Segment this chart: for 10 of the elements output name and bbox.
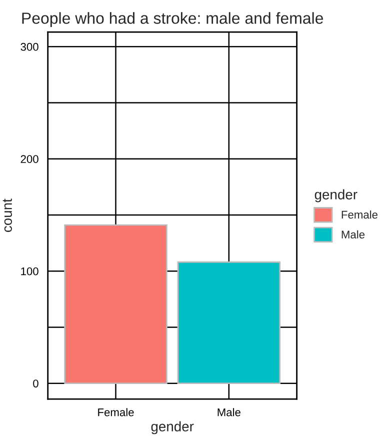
legend-title: gender [314,189,358,202]
chart-title: People who had a stroke: male and female [22,12,324,28]
y-tick-label: 300 [20,42,38,51]
y-tick-label: 0 [33,380,38,388]
x-axis-title: gender [151,421,194,434]
y-tick-label: 100 [21,267,38,276]
legend-label: Male [342,230,365,238]
y-tick-label: 200 [20,155,38,164]
legend-label: Female [342,210,378,219]
y-axis-title: count [2,198,12,232]
